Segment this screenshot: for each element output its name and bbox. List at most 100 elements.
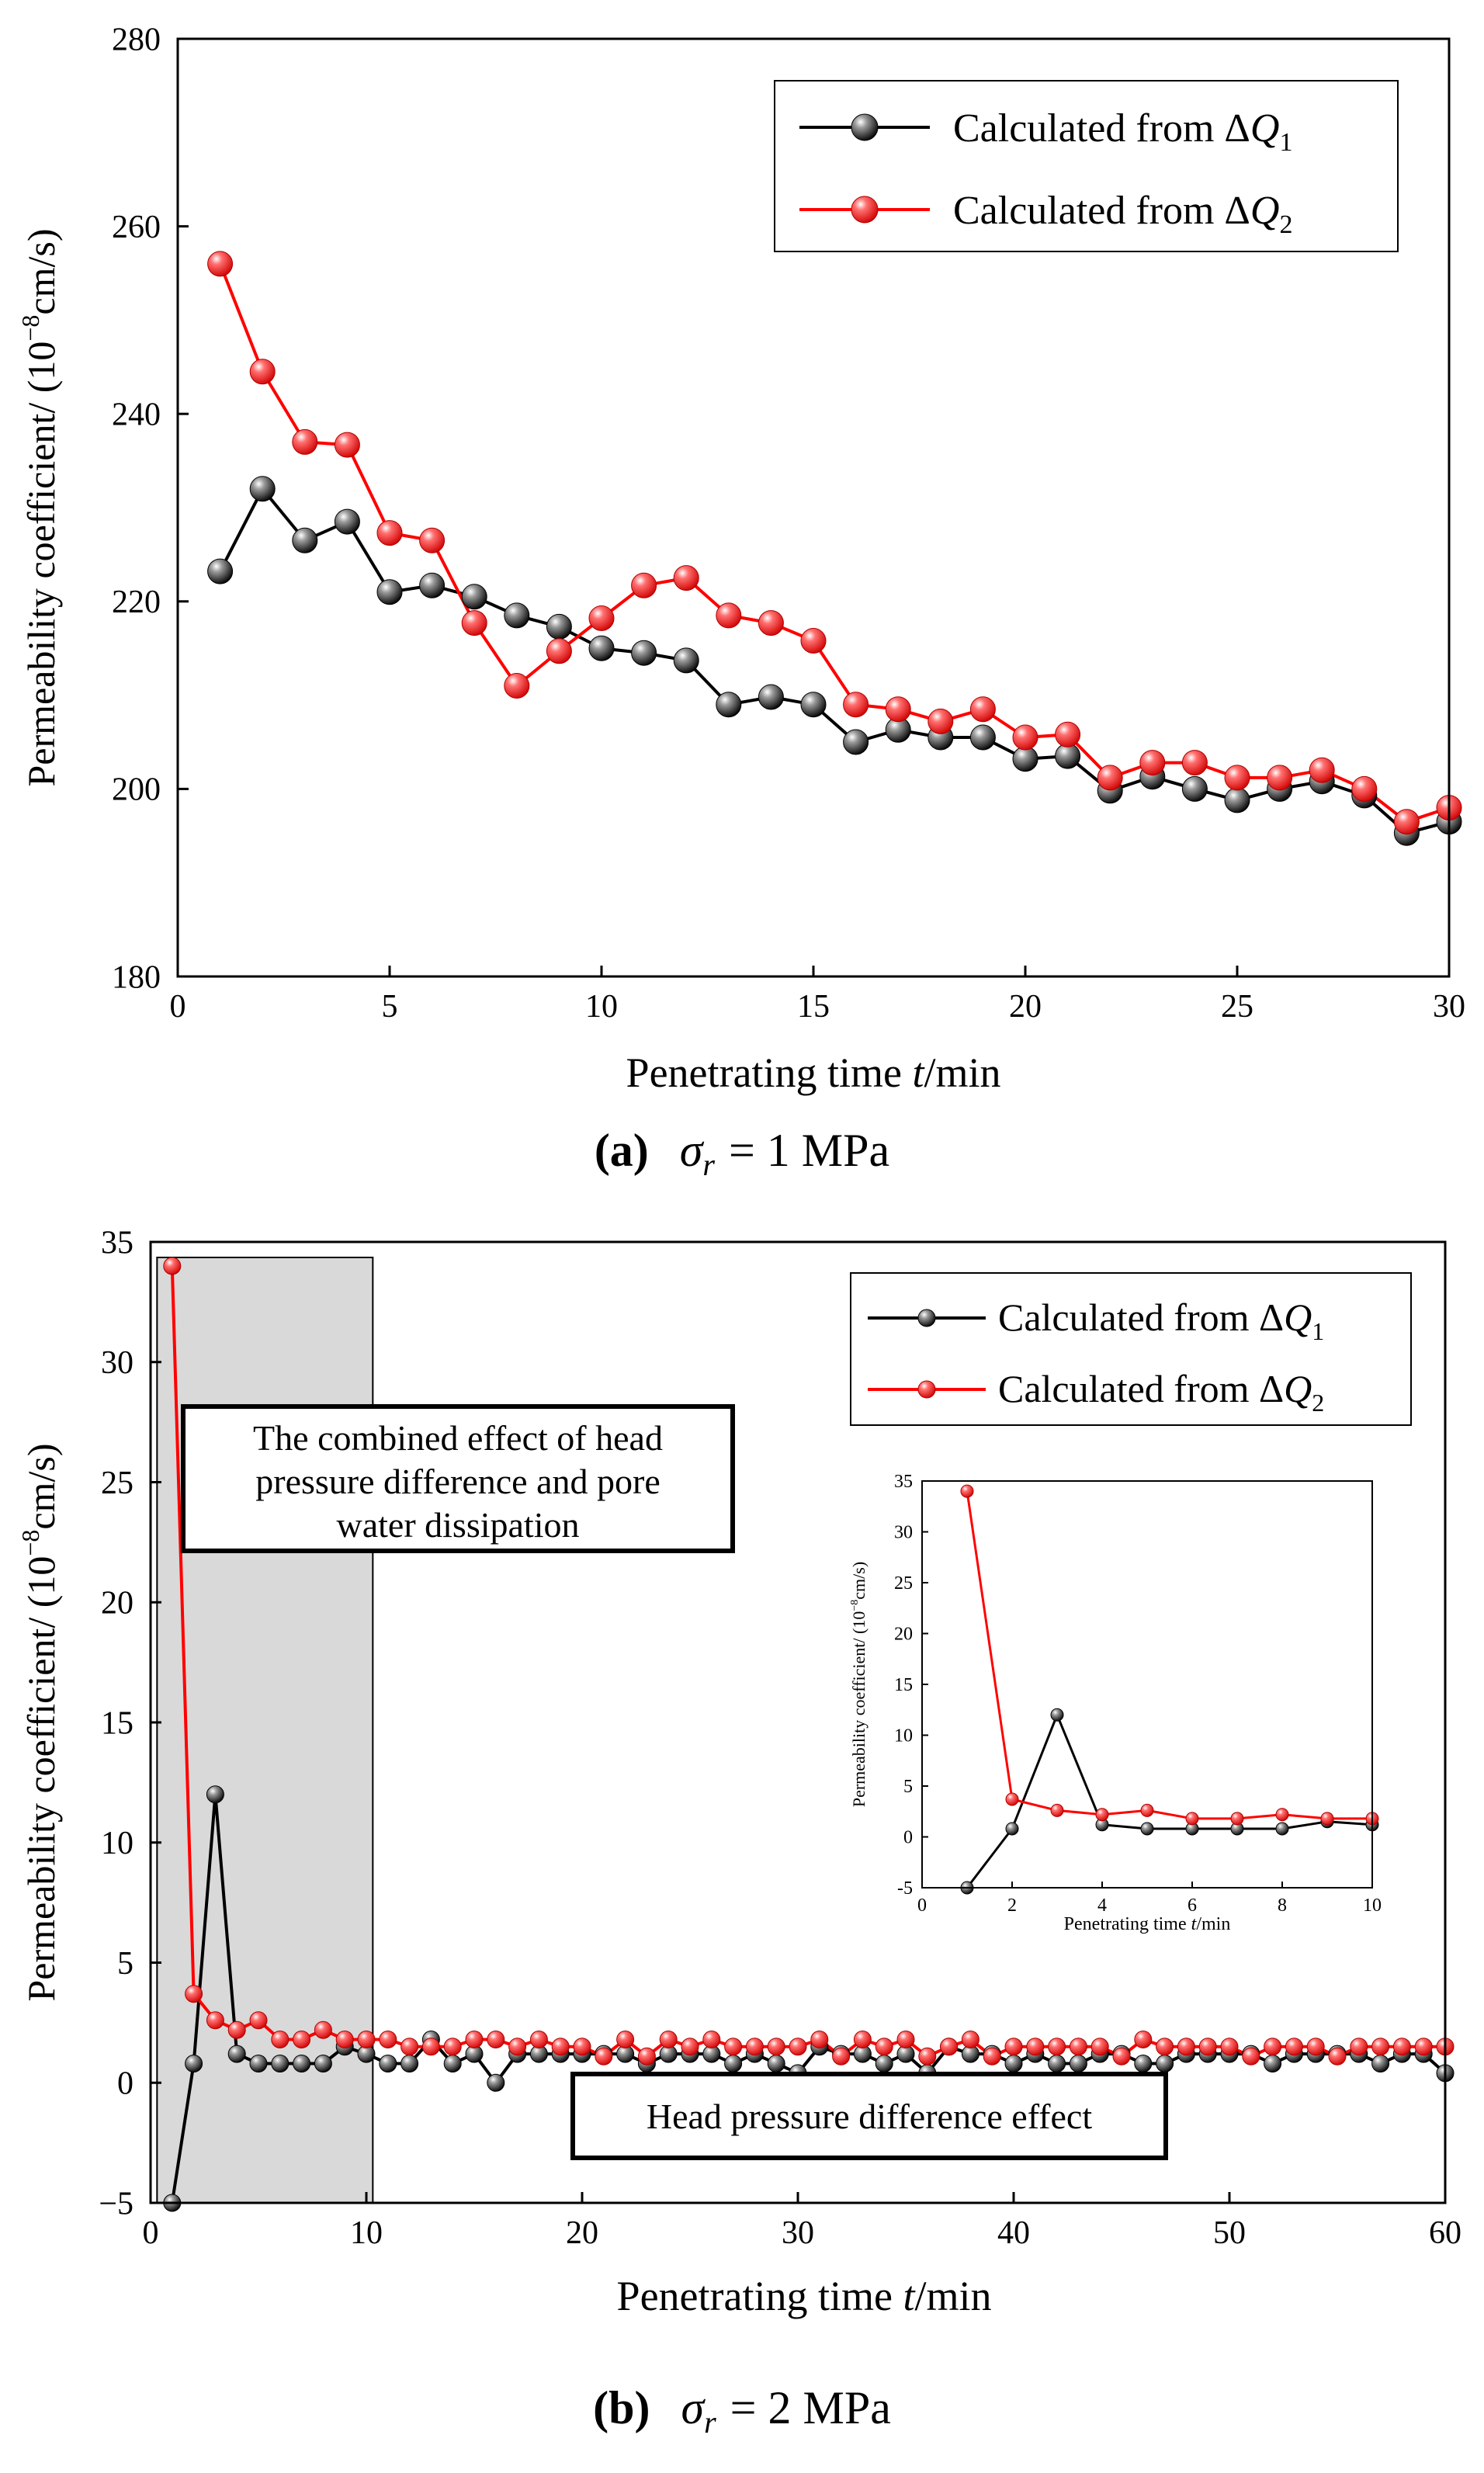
chart-a-x-tick-label: 15 bbox=[797, 989, 830, 1025]
chart-b-series-2-point bbox=[379, 2031, 397, 2048]
chart-a-series-1-point bbox=[504, 602, 530, 629]
chart-b-series-2-point bbox=[487, 2031, 505, 2048]
chart-b-series-1-point bbox=[724, 2055, 743, 2072]
chart-b-x-tick-label: 50 bbox=[1213, 2215, 1246, 2251]
inset-series-2-point bbox=[1230, 1812, 1244, 1826]
chart-a-series-1-point bbox=[376, 579, 403, 605]
chart-b-series-2-point bbox=[357, 2031, 376, 2048]
chart-b-series-1-point bbox=[271, 2055, 290, 2072]
chart-b-series-2-point bbox=[702, 2031, 721, 2048]
chart-a-y-tick-label: 240 bbox=[112, 397, 161, 432]
inset-series-1-point bbox=[1140, 1822, 1154, 1836]
inset-series-2-point bbox=[960, 1484, 974, 1498]
inset-y-tick-label: 35 bbox=[894, 1472, 913, 1492]
chart-b-series-2-point bbox=[1242, 2047, 1260, 2065]
chart-a-series-1-point bbox=[1224, 787, 1250, 813]
chart-b-x-tick-label: 40 bbox=[997, 2215, 1030, 2251]
chart-b-x-tick-label: 20 bbox=[566, 2215, 598, 2251]
chart-a-x-label: Penetrating time t/min bbox=[626, 1049, 1001, 1096]
chart-b-series-2-point bbox=[335, 2031, 354, 2048]
inset-x-label: Penetrating time t/min bbox=[1064, 1914, 1231, 1934]
chart-b-series-2-point bbox=[249, 2011, 268, 2030]
chart-b-series-1-point bbox=[206, 1785, 224, 1804]
chart-a-x-tick-label: 20 bbox=[1009, 989, 1042, 1025]
inset-y-tick-label: 0 bbox=[903, 1828, 913, 1848]
chart-a-series-1-point bbox=[461, 584, 487, 610]
chart-b-series-2-point bbox=[1198, 2038, 1217, 2056]
inset-x-tick-label: 4 bbox=[1097, 1896, 1107, 1916]
chart-b-series-1-point bbox=[1048, 2055, 1066, 2072]
chart-a-series-1-point bbox=[546, 613, 572, 640]
chart-b-series-1-point bbox=[1069, 2055, 1087, 2072]
chart-a-series-2-point bbox=[1393, 809, 1420, 835]
chart-b-caption: (b) σr = 2 MPa bbox=[593, 2382, 891, 2440]
chart-b-y-tick-label: 20 bbox=[101, 1586, 133, 1621]
chart-a-series-2-line bbox=[218, 263, 1450, 824]
chart-a-series-1-point bbox=[800, 692, 827, 718]
inset-x-tick-label: 10 bbox=[1363, 1896, 1382, 1916]
chart-a-series-1-point bbox=[1181, 775, 1208, 802]
chart-b-x-tick-label: 30 bbox=[782, 2215, 814, 2251]
svg-text:Calculated from ΔQ1: Calculated from ΔQ1 bbox=[953, 106, 1292, 157]
chart-a-series-2-point bbox=[969, 696, 996, 723]
chart-b-y-tick-label: 25 bbox=[101, 1465, 133, 1501]
chart-b-series-1-point bbox=[1004, 2055, 1023, 2072]
chart-b-y-tick-label: 15 bbox=[101, 1705, 133, 1741]
chart-a-x-tick-label: 30 bbox=[1433, 989, 1465, 1025]
chart-a-caption: (a) σr = 1 MPa bbox=[595, 1125, 889, 1182]
inset-y-label: Permeability coefficient/ (10−8cm/s) bbox=[849, 1562, 869, 1807]
chart-a-series-1-point bbox=[673, 647, 699, 674]
chart-b-series-2-point bbox=[314, 2020, 332, 2039]
chart-b-series-2-point bbox=[1090, 2038, 1109, 2056]
svg-text:pressure difference and pore: pressure difference and pore bbox=[255, 1462, 661, 1501]
chart-b-series-2-point bbox=[789, 2038, 807, 2056]
chart-a-series-2-point bbox=[885, 696, 911, 723]
svg-text:Calculated from ΔQ1: Calculated from ΔQ1 bbox=[998, 1295, 1324, 1345]
inset-series-2-line bbox=[966, 1490, 1372, 1820]
chart-a-series-1-point bbox=[716, 692, 742, 718]
chart-b-series-2-point bbox=[573, 2038, 591, 2056]
chart-b-series-2-point bbox=[616, 2031, 635, 2048]
chart-b-y-tick-label: 5 bbox=[117, 1946, 133, 1982]
chart-b-series-1-point bbox=[443, 2055, 462, 2072]
chart-a-series-1-point bbox=[419, 572, 446, 598]
chart-b-series-2-point bbox=[637, 2047, 656, 2065]
inset-series-1-point bbox=[1050, 1708, 1064, 1722]
chart-b-y-tick-label: −5 bbox=[99, 2186, 133, 2222]
chart-b-series-2-point bbox=[465, 2031, 484, 2048]
chart-a-x-tick-label: 10 bbox=[585, 989, 618, 1025]
chart-a-series-2-point bbox=[673, 565, 699, 591]
inset-x-tick-label: 8 bbox=[1278, 1896, 1287, 1916]
legend-item-series-2: Calculated from ΔQ2 bbox=[799, 189, 1292, 239]
chart-b-series-2-point bbox=[529, 2031, 548, 2048]
chart-b-series-2-point bbox=[400, 2038, 419, 2056]
chart-b-series-2-point bbox=[1026, 2038, 1045, 2056]
chart-b-series-2-point bbox=[1177, 2038, 1195, 2056]
inset-series-1-line bbox=[966, 1713, 1373, 1889]
annotation-head-pressure: Head pressure difference effect bbox=[570, 2072, 1168, 2160]
chart-b-series-2-point bbox=[810, 2031, 829, 2048]
chart-b-series-2-point bbox=[681, 2038, 699, 2056]
annotation-combined-effect: The combined effect of head pressure dif… bbox=[181, 1404, 735, 1553]
chart-b-series-2-point bbox=[1285, 2038, 1303, 2056]
svg-text:Head pressure difference effec: Head pressure difference effect bbox=[647, 2097, 1092, 2136]
inset-x-tick-label: 0 bbox=[917, 1896, 927, 1916]
chart-b-series-2-point bbox=[853, 2031, 872, 2048]
chart-a-legend: Calculated from ΔQ1 Calculated from ΔQ2 bbox=[774, 80, 1399, 252]
inset-series-2-point bbox=[1140, 1803, 1154, 1817]
chart-a-series-1-point bbox=[1055, 743, 1081, 769]
chart-a-y-tick-label: 180 bbox=[112, 959, 161, 995]
chart-a-series-2-point bbox=[504, 673, 530, 699]
inset-series-2-point bbox=[1275, 1808, 1289, 1822]
chart-a-y-tick-label: 260 bbox=[112, 210, 161, 245]
chart-b-series-2-point bbox=[1134, 2031, 1153, 2048]
chart-b-series-2-point bbox=[551, 2038, 570, 2056]
chart-b-series-2-point bbox=[1048, 2038, 1066, 2056]
chart-a-series-2-point bbox=[419, 527, 446, 553]
inset-x-tick-label: 2 bbox=[1007, 1896, 1017, 1916]
chart-b-series-1-point bbox=[875, 2055, 893, 2072]
inset-y-tick-label: -5 bbox=[897, 1878, 913, 1899]
chart-b-series-2-point bbox=[293, 2031, 311, 2048]
